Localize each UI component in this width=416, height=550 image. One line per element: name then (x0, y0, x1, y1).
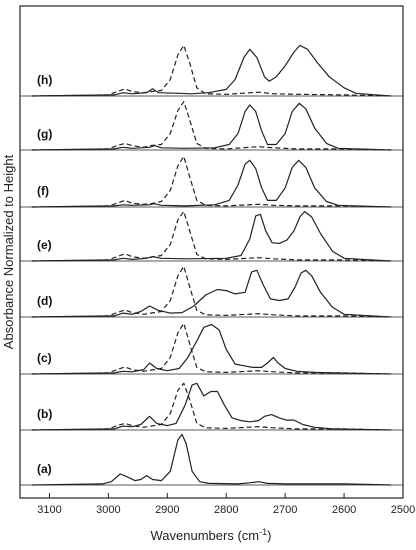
x-tick-label: 3100 (37, 504, 61, 516)
panel-f: (f) (20, 155, 403, 208)
panel-g: (g) (20, 101, 403, 151)
x-tick-label: 2600 (332, 504, 356, 516)
panel-label: (f) (37, 184, 49, 198)
panel-label: (b) (37, 407, 52, 421)
series-line-dashed (31, 101, 392, 151)
panel-e: (e) (20, 210, 403, 262)
series-line-solid (31, 102, 392, 151)
panel-label: (d) (37, 294, 52, 308)
x-ticks: 3100 3000 2900 2800 2700 2600 2500 (37, 493, 415, 516)
series-line-solid (31, 210, 392, 262)
series-line-solid (31, 269, 392, 318)
panel-label: (c) (37, 351, 52, 365)
series-line-solid (31, 44, 392, 97)
series-line-solid (31, 323, 392, 375)
series-line-solid (31, 382, 392, 431)
series-line-dashed (31, 265, 392, 318)
panel-a: (a) (20, 433, 403, 486)
x-tick-label: 2700 (273, 504, 297, 516)
panel-label: (h) (37, 73, 52, 87)
y-axis-title: Absorbance Normalized to Height (1, 154, 16, 349)
panel-c: (c) (20, 322, 403, 375)
x-tick-label: 2500 (391, 504, 415, 516)
x-tick-label: 2800 (214, 504, 238, 516)
series-line-dashed (31, 44, 392, 97)
series-line-solid (31, 433, 392, 486)
panel-label: (g) (37, 127, 52, 141)
series-line-dashed (31, 322, 392, 375)
series-line-solid (31, 159, 392, 208)
panels: (h) (g) (f) (e) (d) (c) (b) (a) (20, 44, 403, 486)
panel-label: (e) (37, 238, 52, 252)
series-line-dashed (31, 210, 392, 262)
series-line-dashed (31, 382, 392, 431)
series-line-dashed (31, 155, 392, 208)
panel-d: (d) (20, 265, 403, 318)
panel-label: (a) (37, 462, 52, 476)
panel-b: (b) (20, 382, 403, 431)
panel-h: (h) (20, 44, 403, 97)
x-tick-label: 3000 (96, 504, 120, 516)
plot-frame (19, 5, 404, 499)
x-tick-label: 2900 (155, 504, 179, 516)
x-axis-title: Wavenumbers (cm-1) (151, 527, 272, 543)
